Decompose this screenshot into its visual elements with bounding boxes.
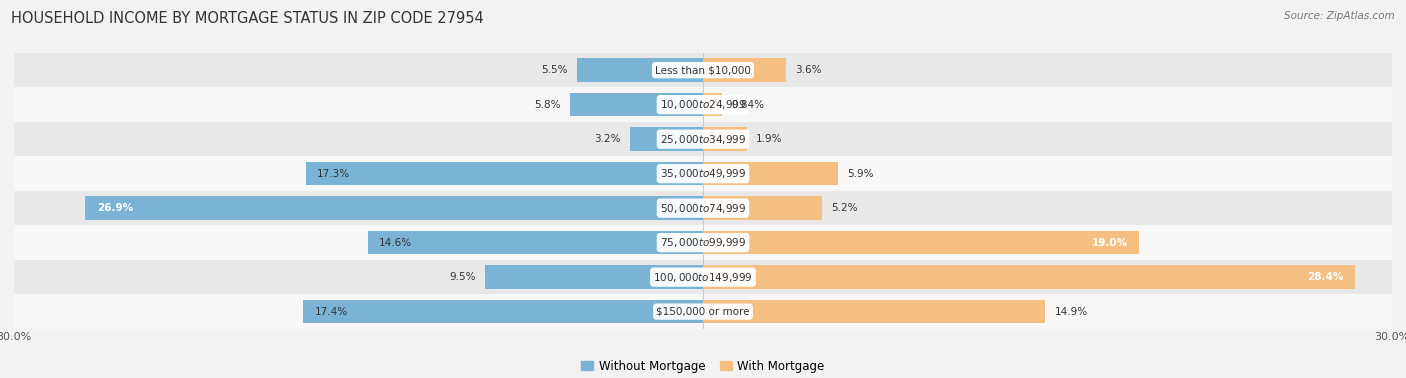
Text: $75,000 to $99,999: $75,000 to $99,999: [659, 236, 747, 249]
Text: 19.0%: 19.0%: [1091, 238, 1128, 248]
Bar: [703, 265, 1355, 289]
Text: 0.84%: 0.84%: [731, 100, 765, 110]
Bar: [14, 156, 1392, 191]
Text: $25,000 to $34,999: $25,000 to $34,999: [659, 133, 747, 146]
Bar: [703, 127, 747, 151]
Bar: [14, 122, 1392, 156]
Bar: [14, 191, 1392, 225]
Text: HOUSEHOLD INCOME BY MORTGAGE STATUS IN ZIP CODE 27954: HOUSEHOLD INCOME BY MORTGAGE STATUS IN Z…: [11, 11, 484, 26]
Text: 14.9%: 14.9%: [1054, 307, 1087, 317]
Bar: [703, 162, 838, 185]
Bar: [485, 265, 703, 289]
Bar: [569, 93, 703, 116]
Text: 1.9%: 1.9%: [756, 134, 782, 144]
Bar: [703, 59, 786, 82]
Text: 5.9%: 5.9%: [848, 169, 875, 179]
Bar: [14, 225, 1392, 260]
Text: 3.6%: 3.6%: [794, 65, 821, 75]
Text: $50,000 to $74,999: $50,000 to $74,999: [659, 201, 747, 215]
Text: Source: ZipAtlas.com: Source: ZipAtlas.com: [1284, 11, 1395, 21]
Bar: [576, 59, 703, 82]
Bar: [14, 260, 1392, 294]
Text: 17.4%: 17.4%: [315, 307, 349, 317]
Bar: [86, 197, 703, 220]
Text: 5.5%: 5.5%: [541, 65, 568, 75]
Text: $100,000 to $149,999: $100,000 to $149,999: [654, 271, 752, 284]
Bar: [304, 300, 703, 323]
Bar: [703, 231, 1139, 254]
Text: 17.3%: 17.3%: [318, 169, 350, 179]
Bar: [14, 294, 1392, 329]
Text: 3.2%: 3.2%: [593, 134, 620, 144]
Text: $35,000 to $49,999: $35,000 to $49,999: [659, 167, 747, 180]
Bar: [305, 162, 703, 185]
Text: 14.6%: 14.6%: [380, 238, 412, 248]
Text: $150,000 or more: $150,000 or more: [657, 307, 749, 317]
Text: 5.8%: 5.8%: [534, 100, 561, 110]
Text: $10,000 to $24,999: $10,000 to $24,999: [659, 98, 747, 111]
Bar: [703, 197, 823, 220]
Bar: [630, 127, 703, 151]
Bar: [14, 53, 1392, 87]
Legend: Without Mortgage, With Mortgage: Without Mortgage, With Mortgage: [581, 359, 825, 373]
Bar: [703, 300, 1045, 323]
Text: 9.5%: 9.5%: [449, 272, 475, 282]
Text: 5.2%: 5.2%: [831, 203, 858, 213]
Text: 28.4%: 28.4%: [1308, 272, 1344, 282]
Text: Less than $10,000: Less than $10,000: [655, 65, 751, 75]
Text: 26.9%: 26.9%: [97, 203, 132, 213]
Bar: [703, 93, 723, 116]
Bar: [368, 231, 703, 254]
Bar: [14, 87, 1392, 122]
